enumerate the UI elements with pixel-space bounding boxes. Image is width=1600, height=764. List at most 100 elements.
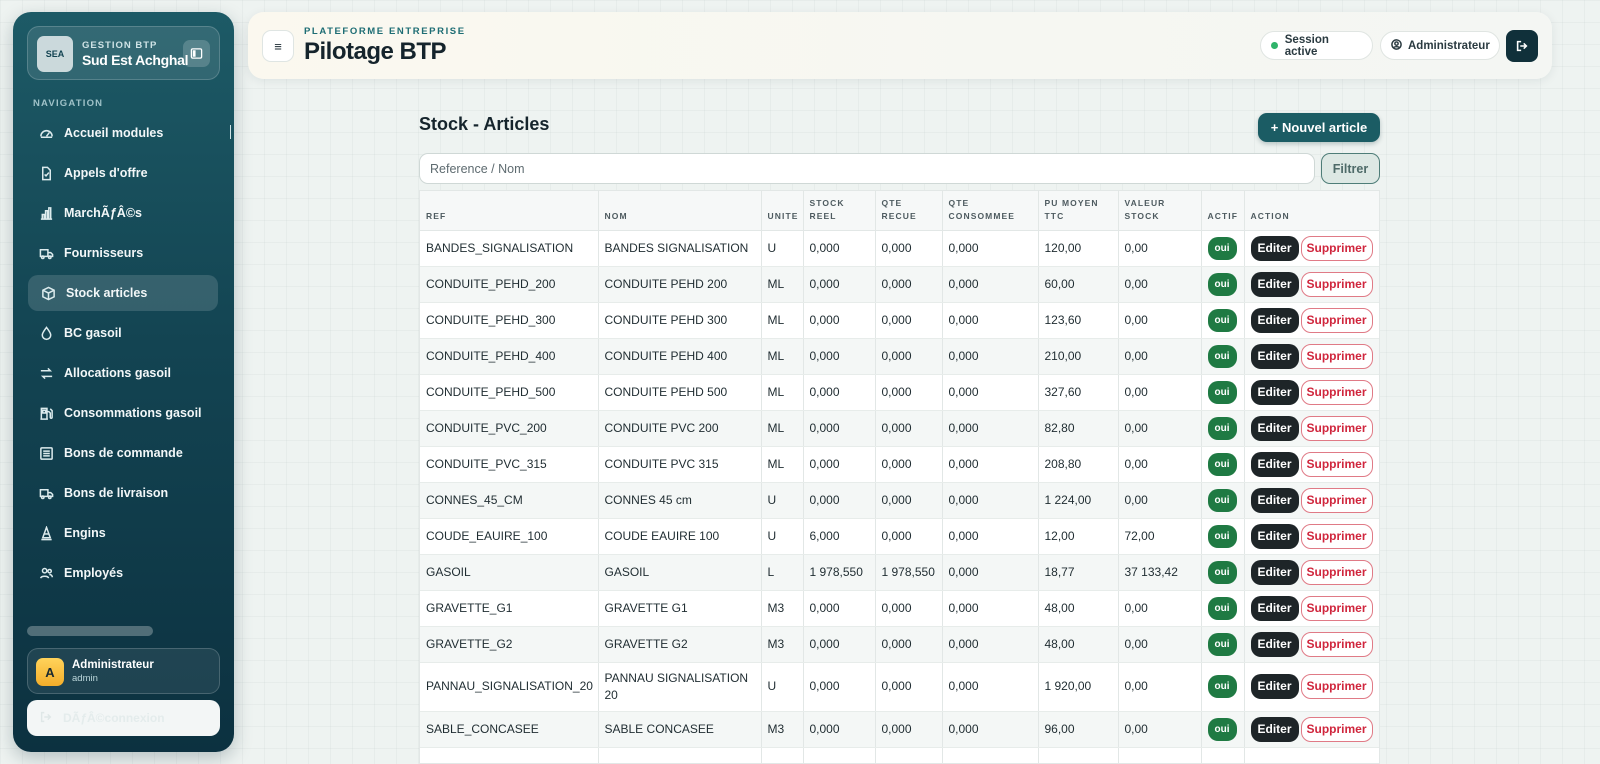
cell-pu: 48,00 [1038, 590, 1119, 627]
sidebar-item-label: Accueil modules [64, 126, 164, 140]
search-input[interactable] [419, 153, 1315, 184]
delete-button[interactable]: Supprimer [1300, 379, 1373, 405]
table-row[interactable]: CONNES_45_CM CONNES 45 cm U 0,000 0,000 0,000… [420, 482, 1379, 519]
table-row[interactable]: GRAVETTE_G2 GRAVETTE G2 M3 0,000 0,000 0,000 4… [420, 626, 1379, 663]
filter-button[interactable]: Filtrer [1321, 153, 1380, 184]
status-badge: oui [1207, 717, 1237, 741]
delete-button[interactable]: Supprimer [1300, 451, 1373, 477]
cell-ref: CONDUITE_PEHD_300 [420, 302, 599, 339]
sidebar-item-4[interactable]: Stock articles [28, 275, 218, 311]
delete-button[interactable]: Supprimer [1300, 716, 1373, 742]
cell-action: Editer Supprimer [1244, 626, 1379, 663]
status-badge: oui [1207, 675, 1237, 698]
table-row[interactable]: COUDE_EAUIRE_100 COUDE EAUIRE 100 U 6,000 0,… [420, 518, 1379, 555]
cell-actif: oui [1201, 554, 1245, 591]
table-row[interactable]: BANDES_SIGNALISATION BANDES SIGNALISATION… [420, 230, 1379, 267]
edit-button[interactable]: Editer [1250, 674, 1299, 699]
table-row[interactable]: CONDUITE_PVC_200 CONDUITE PVC 200 ML 0,000 0… [420, 410, 1379, 447]
cell-stock: 0,000 [803, 446, 876, 483]
cell-stock: 0,000 [803, 230, 876, 267]
brand-card: SEA GESTION BTP Sud Est Achghal [27, 26, 220, 80]
edit-button[interactable]: Editer [1250, 343, 1299, 369]
cell-actif: oui [1201, 711, 1245, 748]
table-row[interactable]: CONDUITE_PEHD_400 CONDUITE PEHD 400 ML 0,00… [420, 338, 1379, 375]
edit-button[interactable]: Editer [1250, 487, 1299, 513]
table-row[interactable]: CONDUITE_PEHD_300 CONDUITE PEHD 300 ML 0,00… [420, 302, 1379, 339]
table-row[interactable]: CONDUITE_PEHD_500 CONDUITE PEHD 500 ML 0,00… [420, 374, 1379, 411]
delete-button[interactable]: Supprimer [1300, 415, 1373, 441]
table-row[interactable]: PANNAU_SIGNALISATION_20 PANNAU SIGNALISAT… [420, 662, 1379, 712]
delete-button[interactable]: Supprimer [1300, 307, 1373, 333]
delete-button[interactable]: Supprimer [1300, 235, 1373, 261]
sidebar-toggle-button[interactable] [183, 40, 210, 67]
edit-button[interactable]: Editer [1250, 595, 1299, 621]
menu-button[interactable]: ≡ [262, 30, 294, 62]
edit-button[interactable]: Editer [1250, 235, 1299, 261]
delete-button[interactable]: Supprimer [1300, 343, 1373, 369]
column-header: UNITE [761, 191, 804, 231]
articles-table-container[interactable]: REF NOM UNITE STOCK REEL QTE RECUE QTE CONSOM… [419, 190, 1380, 764]
delete-button[interactable]: Supprimer [1300, 271, 1373, 297]
sidebar-item-label: Allocations gasoil [64, 366, 171, 380]
sidebar-item-9[interactable]: Bons de livraison [28, 475, 218, 511]
cell-pu: 210,00 [1038, 338, 1119, 375]
table-row[interactable]: SABLE_CONCASEE SABLE CONCASEE M3 0,000 0,000… [420, 711, 1379, 748]
sidebar-nav: Accueil modules Appels d'offre MarchÃƒÂ©s F… [28, 115, 231, 595]
new-article-button[interactable]: + Nouvel article [1258, 113, 1380, 142]
cell-valeur: 0,00 [1118, 446, 1202, 483]
table-row[interactable] [420, 747, 1379, 763]
cell-valeur: 0,00 [1118, 338, 1202, 375]
cell-action: Editer Supprimer [1244, 482, 1379, 519]
cell-stock: 0,000 [803, 662, 876, 712]
header-logout-button[interactable] [1506, 30, 1538, 62]
cell-unite: M3 [761, 626, 804, 663]
status-badge: oui [1207, 308, 1237, 332]
edit-button[interactable]: Editer [1250, 716, 1299, 742]
sidebar-item-11[interactable]: Employés [28, 555, 218, 591]
edit-button[interactable]: Editer [1250, 379, 1299, 405]
cell-nom: GRAVETTE G1 [598, 590, 762, 627]
sidebar-scrollbar[interactable] [27, 626, 153, 636]
cell-actif: oui [1201, 482, 1245, 519]
sidebar-item-0[interactable]: Accueil modules [28, 115, 231, 151]
cell-pu: 18,77 [1038, 554, 1119, 591]
cell-ref: GASOIL [420, 554, 599, 591]
edit-button[interactable]: Editer [1250, 307, 1299, 333]
table-row[interactable]: GASOIL GASOIL L 1 978,550 1 978,550 0,000 18,7… [420, 554, 1379, 591]
delete-button[interactable]: Supprimer [1300, 595, 1373, 621]
edit-button[interactable]: Editer [1250, 415, 1299, 441]
delete-button[interactable]: Supprimer [1300, 631, 1373, 657]
cell-nom: COUDE EAUIRE 100 [598, 518, 762, 555]
cell-recue: 0,000 [875, 662, 943, 712]
sidebar-item-8[interactable]: Bons de commande [28, 435, 218, 471]
edit-button[interactable]: Editer [1250, 451, 1299, 477]
column-header: PU MOYEN TTC [1038, 191, 1119, 231]
delete-button[interactable]: Supprimer [1300, 559, 1373, 585]
cell-ref: COUDE_EAUIRE_100 [420, 518, 599, 555]
table-row[interactable]: CONDUITE_PEHD_200 CONDUITE PEHD 200 ML 0,00… [420, 266, 1379, 303]
sidebar-item-1[interactable]: Appels d'offre [28, 155, 218, 191]
edit-button[interactable]: Editer [1250, 631, 1299, 657]
sidebar-item-2[interactable]: MarchÃƒÂ©s [28, 195, 218, 231]
cell-actif: oui [1201, 446, 1245, 483]
edit-button[interactable]: Editer [1250, 523, 1299, 549]
sidebar-item-7[interactable]: Consommations gasoil [28, 395, 218, 431]
delete-button[interactable]: Supprimer [1300, 487, 1373, 513]
logout-button[interactable]: DÃƒÂ©connexion [27, 700, 220, 736]
sidebar-item-5[interactable]: BC gasoil [28, 315, 218, 351]
sidebar-item-3[interactable]: Fournisseurs [28, 235, 218, 271]
sidebar-item-label: BC gasoil [64, 326, 122, 340]
edit-button[interactable]: Editer [1250, 559, 1299, 585]
delete-button[interactable]: Supprimer [1300, 674, 1373, 699]
cell-recue: 0,000 [875, 590, 943, 627]
table-row[interactable]: GRAVETTE_G1 GRAVETTE G1 M3 0,000 0,000 0,000 4… [420, 590, 1379, 627]
delete-button[interactable]: Supprimer [1300, 523, 1373, 549]
edit-button[interactable]: Editer [1250, 271, 1299, 297]
sidebar-item-6[interactable]: Allocations gasoil [28, 355, 218, 391]
brand-logo: SEA [37, 36, 73, 72]
column-header: VALEUR STOCK [1118, 191, 1202, 231]
table-row[interactable]: CONDUITE_PVC_315 CONDUITE PVC 315 ML 0,000 0… [420, 446, 1379, 483]
fuel-pump-icon [38, 405, 54, 421]
sidebar-item-10[interactable]: Engins [28, 515, 218, 551]
user-menu-button[interactable]: Administrateur [1380, 31, 1500, 60]
